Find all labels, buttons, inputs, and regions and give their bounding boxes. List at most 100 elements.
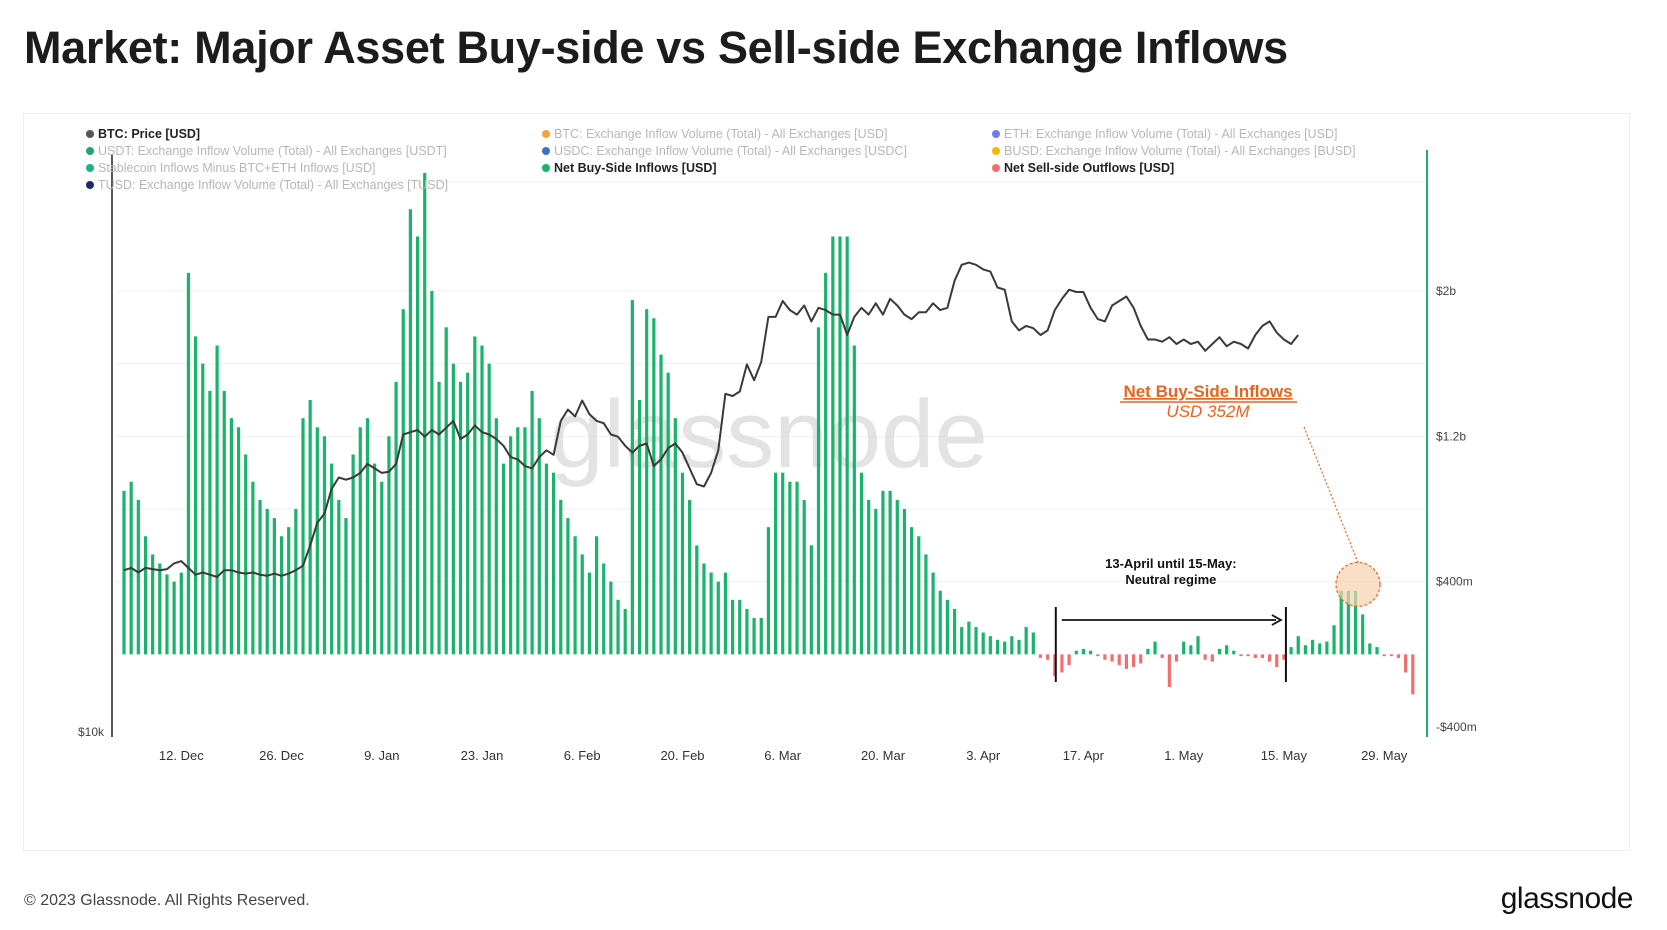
buy-side-bar <box>458 381 463 655</box>
buy-side-bar <box>752 618 756 655</box>
buy-side-bar <box>795 481 799 655</box>
buy-side-bar <box>1081 648 1086 655</box>
buy-side-bar <box>244 454 248 655</box>
sell-side-bar <box>1174 654 1179 662</box>
buy-side-bar <box>523 427 527 655</box>
buy-side-bar <box>179 572 183 655</box>
buy-side-bar <box>974 627 978 655</box>
buy-side-bar <box>1153 641 1157 655</box>
buy-side-bar <box>373 463 377 655</box>
buy-side-bar <box>1225 645 1229 655</box>
right-axis-tick-label: $2b <box>1436 284 1456 298</box>
buy-side-bar <box>1074 650 1078 655</box>
sell-side-bar <box>1239 654 1243 657</box>
legend-marker <box>542 147 550 155</box>
buy-side-bar <box>666 372 670 655</box>
buy-side-bar <box>172 581 176 655</box>
buy-side-bar <box>509 436 513 655</box>
buy-side-bar <box>852 345 856 655</box>
buy-side-bar <box>637 400 642 655</box>
buy-side-bar <box>1303 645 1307 655</box>
sell-side-bar <box>1282 654 1286 660</box>
legend-item-label: BTC: Exchange Inflow Volume (Total) - Al… <box>554 127 887 141</box>
buy-side-bar <box>544 463 549 655</box>
buy-side-bar <box>552 472 556 655</box>
buy-side-bar <box>330 463 334 655</box>
buy-side-bar <box>308 400 312 655</box>
chart-legend: BTC: Price [USD] BTC: Exchange Inflow Vol… <box>86 127 1356 192</box>
buy-side-bar <box>967 621 971 655</box>
buy-side-bar <box>322 436 327 655</box>
buy-side-bar <box>201 363 205 655</box>
buy-side-bar <box>423 172 427 655</box>
legend-item-label: ETH: Exchange Inflow Volume (Total) - Al… <box>1004 127 1337 141</box>
buy-side-bar <box>673 418 677 655</box>
buy-side-bar <box>530 390 534 655</box>
buy-side-bar <box>272 518 276 655</box>
sell-side-bar <box>1131 654 1136 668</box>
buy-side-bar <box>1332 625 1336 655</box>
buy-side-bar <box>337 499 341 655</box>
buy-side-bar <box>1003 641 1007 655</box>
sell-side-bar <box>1404 654 1408 673</box>
buy-side-bar <box>294 509 298 655</box>
x-tick-label: 12. Dec <box>159 748 204 763</box>
sell-side-bar <box>1203 654 1207 660</box>
buy-side-bar <box>1024 627 1028 655</box>
buy-side-bar <box>158 563 162 655</box>
buy-side-bar <box>122 490 126 655</box>
buy-side-bar <box>766 527 770 655</box>
sell-side-bar <box>1053 654 1057 677</box>
legend-item-label: Net Buy-Side Inflows [USD] <box>554 161 717 175</box>
buy-side-bar <box>716 581 720 655</box>
legend-marker <box>992 130 1000 138</box>
buy-side-bar <box>594 536 599 655</box>
buy-side-bar <box>287 527 291 655</box>
buy-side-bar <box>623 608 627 655</box>
buy-side-bar <box>136 499 140 655</box>
buy-side-bar <box>616 599 620 655</box>
buy-side-bar <box>809 545 813 655</box>
legend-marker <box>542 130 550 138</box>
regime-arrow-head <box>1271 614 1283 626</box>
legend-marker <box>86 181 94 189</box>
sell-side-bar <box>1110 654 1114 662</box>
buy-side-bar <box>910 527 914 655</box>
legend-marker <box>542 164 550 172</box>
buy-side-bar <box>394 381 398 655</box>
buy-side-bar <box>380 481 384 655</box>
buy-side-bar <box>917 536 921 655</box>
highlight-circle <box>1335 561 1381 607</box>
x-tick-label: 6. Mar <box>764 748 802 763</box>
watermark-text: glassnode <box>550 381 988 488</box>
highlight-leader-line <box>1303 426 1359 563</box>
highlight-title: Net Buy-Side Inflows <box>1123 382 1292 401</box>
sell-side-bar <box>1103 654 1107 660</box>
x-tick-label: 1. May <box>1164 748 1204 763</box>
chart-frame: glassnode $10k 12. Dec 26. Dec 9. Jan 23. J… <box>23 113 1630 851</box>
sell-side-bar <box>1246 654 1250 657</box>
legend-item-label: Net Sell-side Outflows [USD] <box>1004 161 1174 175</box>
buy-side-bar <box>415 236 420 655</box>
legend-item-label: BTC: Price [USD] <box>98 127 200 141</box>
buy-side-bar <box>859 472 864 655</box>
buy-side-bar <box>580 554 584 655</box>
buy-side-bar <box>487 363 491 655</box>
sell-side-bar <box>1124 654 1128 669</box>
legend-marker <box>992 164 1000 172</box>
buy-side-bar <box>444 327 448 655</box>
buy-side-bar <box>387 436 391 655</box>
buy-side-bar <box>537 418 541 655</box>
buy-side-bar <box>1232 650 1236 655</box>
buy-side-bar <box>279 536 284 655</box>
buy-side-bar <box>1318 643 1322 655</box>
x-tick-label: 26. Dec <box>259 748 304 763</box>
sell-side-bar <box>1096 654 1100 657</box>
buy-side-bar <box>365 418 370 655</box>
buy-side-bar <box>559 499 563 655</box>
sell-side-bar <box>1167 654 1171 688</box>
buy-side-bar <box>143 536 148 655</box>
buy-side-bar <box>437 381 441 655</box>
copyright-text: © 2023 Glassnode. All Rights Reserved. <box>24 892 310 909</box>
buy-side-bar <box>473 336 477 655</box>
